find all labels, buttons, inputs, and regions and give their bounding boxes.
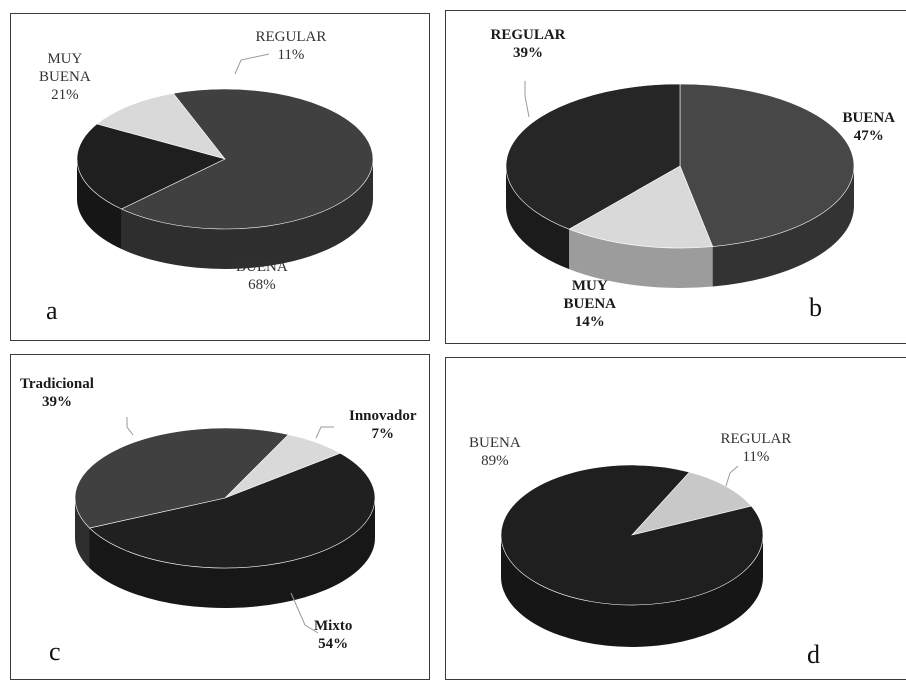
pie-slice-c-tradicional: [74, 427, 289, 529]
data-label-name: MUY: [571, 278, 608, 294]
pie-slice-a-buena: [120, 88, 374, 230]
pie-chart-c: [74, 417, 376, 634]
panel-letter-b: b: [809, 293, 822, 322]
data-label-percent: 68%: [248, 277, 276, 293]
data-label-percent: 11%: [277, 47, 305, 63]
pie-chart-a: [76, 53, 374, 269]
data-label-d-0: REGULAR 11%: [721, 430, 792, 466]
data-label-name: REGULAR: [720, 431, 792, 447]
leader-line-c-2: [126, 417, 134, 436]
pie-chart-b: [505, 81, 855, 288]
pie-side-b-1: [569, 229, 713, 288]
data-label-c-1: Mixto 54%: [314, 617, 352, 653]
panel-letter-d: d: [807, 640, 820, 669]
data-label-b-1: MUY BUENA 14%: [564, 277, 617, 331]
data-label-name: BUENA: [469, 435, 521, 451]
data-label-name: BUENA: [39, 69, 91, 85]
data-label-c-0: Innovador 7%: [349, 407, 417, 443]
pie-slice-b-buena: [679, 83, 855, 247]
pie-side-c-1: [89, 498, 376, 608]
pie-slice-d-buena: [500, 464, 764, 606]
pie-slice-b-muy-buena: [568, 165, 714, 249]
chart-panel-c: c Innovador 7% Mixto 54% Tradicional 39%: [10, 354, 430, 680]
chart-panel-a: a REGULAR 11% BUENA 68% MUY BUENA 21%: [10, 13, 430, 341]
leader-line-c-1: [290, 592, 319, 634]
pie-slice-b-regular: [505, 83, 681, 230]
data-label-a-1: BUENA 68%: [236, 258, 288, 294]
data-label-name: BUENA: [236, 259, 288, 275]
pie-slice-c-mixto: [88, 452, 376, 569]
pie-side-c-2: [75, 498, 90, 569]
data-label-c-2: Tradicional 39%: [20, 375, 94, 411]
chart-panel-d: d REGULAR 11% BUENA 89%: [445, 357, 906, 680]
panel-letter-c: c: [49, 637, 61, 666]
leader-line-c-0: [315, 426, 334, 439]
pie-side-b-2: [506, 166, 570, 270]
pie-side-b-0: [712, 166, 854, 287]
data-label-percent: 14%: [574, 314, 605, 330]
pie-side-a-1: [121, 159, 373, 269]
data-label-name: BUENA: [563, 296, 617, 312]
pie-chart-d: [500, 464, 764, 647]
data-label-name: Innovador: [349, 408, 417, 424]
leader-line-b-0: [524, 81, 530, 118]
data-label-percent: 7%: [371, 426, 395, 442]
pie-slice-a-regular: [96, 93, 226, 160]
data-label-name: Tradicional: [20, 376, 94, 392]
data-label-a-0: REGULAR 11%: [256, 28, 327, 64]
data-label-percent: 39%: [513, 45, 543, 61]
pie-side-a-2: [77, 159, 122, 250]
data-label-b-0: BUENA 47%: [843, 109, 896, 145]
pie-side-d-1: [501, 535, 763, 647]
leader-line-d-0: [725, 465, 739, 487]
data-label-d-1: BUENA 89%: [469, 434, 521, 470]
data-label-name: Mixto: [314, 618, 353, 634]
data-label-percent: 54%: [318, 636, 349, 652]
leader-line-a-0: [234, 53, 270, 75]
data-label-percent: 11%: [742, 449, 770, 465]
data-label-percent: 39%: [41, 394, 72, 410]
data-label-percent: 21%: [51, 87, 79, 103]
data-label-name: MUY: [47, 51, 83, 67]
data-label-name: REGULAR: [490, 27, 566, 43]
panel-letter-a: a: [46, 296, 58, 325]
pie-slice-d-regular: [631, 471, 752, 536]
chart-panel-b: b BUENA 47% MUY BUENA 14% REGULAR 39%: [445, 10, 906, 344]
pie-slice-a-muy-buena: [76, 123, 226, 210]
data-label-percent: 89%: [481, 453, 509, 469]
data-label-percent: 47%: [853, 128, 884, 144]
data-label-b-2: REGULAR 39%: [491, 26, 566, 62]
data-label-name: BUENA: [842, 110, 896, 126]
data-label-a-2: MUY BUENA 21%: [39, 50, 91, 104]
data-label-name: REGULAR: [255, 29, 327, 45]
